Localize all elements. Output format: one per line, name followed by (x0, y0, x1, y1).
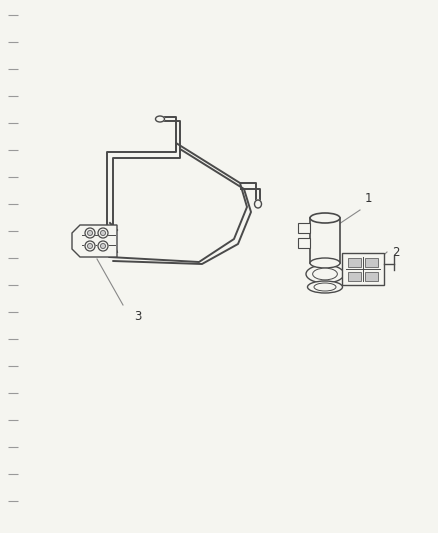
Ellipse shape (155, 116, 165, 122)
Text: 1: 1 (365, 192, 372, 205)
Bar (348, 258, 361, 267)
Bar (310, 218, 340, 263)
Text: 2: 2 (392, 246, 399, 259)
Ellipse shape (85, 241, 95, 251)
Ellipse shape (100, 244, 106, 248)
Ellipse shape (88, 230, 92, 236)
Bar (298, 238, 310, 248)
Bar (342, 253, 384, 285)
Ellipse shape (100, 230, 106, 236)
Ellipse shape (310, 258, 340, 268)
Ellipse shape (314, 283, 336, 291)
Ellipse shape (313, 268, 337, 280)
Ellipse shape (88, 244, 92, 248)
Ellipse shape (306, 265, 344, 283)
Ellipse shape (98, 241, 108, 251)
Bar (298, 223, 310, 233)
Ellipse shape (254, 200, 261, 208)
Ellipse shape (98, 228, 108, 238)
Text: 3: 3 (134, 310, 141, 323)
Bar (365, 272, 378, 281)
Bar (365, 258, 378, 267)
Polygon shape (72, 225, 117, 257)
Bar (348, 272, 361, 281)
Ellipse shape (310, 213, 340, 223)
Ellipse shape (307, 281, 343, 293)
Ellipse shape (85, 228, 95, 238)
